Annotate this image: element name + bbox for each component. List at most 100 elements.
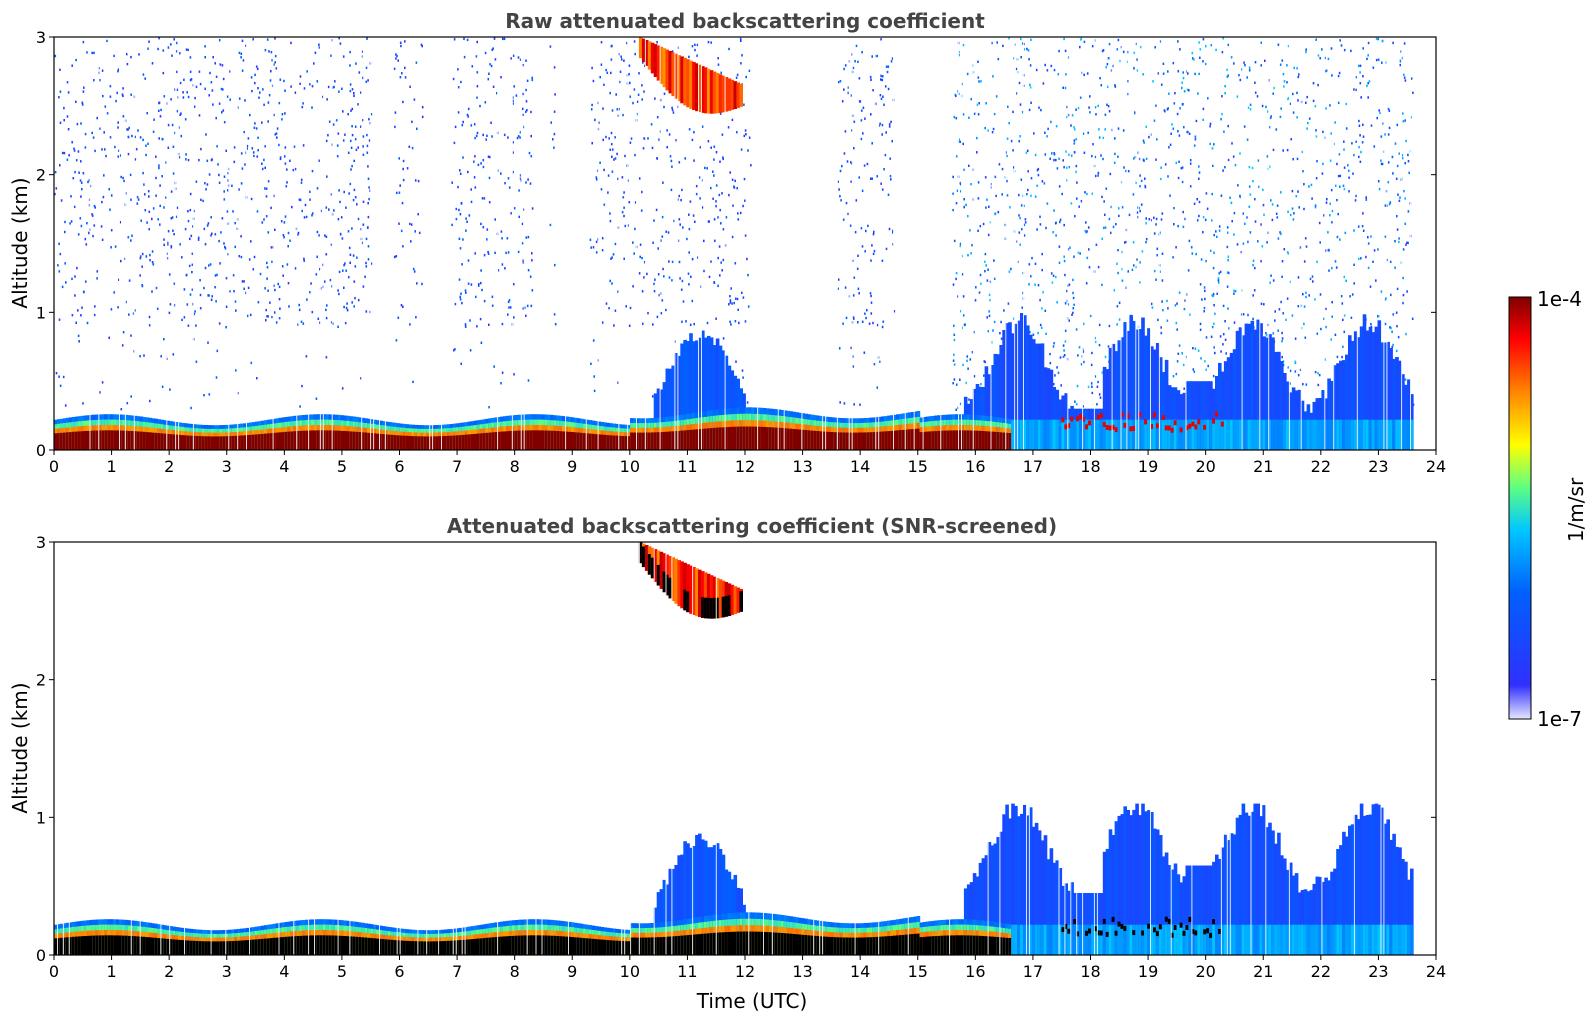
noise-cell xyxy=(1072,278,1074,282)
noise-cell xyxy=(1018,231,1021,234)
noise-cell xyxy=(1330,132,1332,135)
noise-cell xyxy=(654,278,656,281)
surface-cell xyxy=(1049,419,1054,450)
noise-cell xyxy=(182,91,184,94)
missing-data-stripe xyxy=(272,37,274,450)
noise-cell xyxy=(729,295,731,298)
noise-cell xyxy=(75,159,78,162)
noise-cell xyxy=(1145,222,1147,225)
noise-cell xyxy=(283,79,285,83)
noise-cell xyxy=(301,384,303,388)
noise-cell xyxy=(1071,114,1074,117)
noise-cell xyxy=(629,81,631,85)
noise-cell xyxy=(1186,88,1189,91)
noise-cell xyxy=(478,283,480,286)
noise-cell xyxy=(246,144,249,148)
noise-cell xyxy=(1202,60,1204,63)
noise-cell xyxy=(837,278,840,281)
noise-cell xyxy=(1317,372,1319,375)
boundary-layer-cell xyxy=(1043,367,1048,450)
noise-cell xyxy=(736,131,738,134)
noise-cell xyxy=(963,323,966,327)
noise-cell xyxy=(844,130,847,133)
noise-cell xyxy=(995,194,997,198)
noise-cell xyxy=(487,250,489,254)
aerosol-layer-cell xyxy=(961,430,965,450)
aerosol-layer-cell xyxy=(816,431,820,450)
noise-cell xyxy=(1355,88,1357,92)
noise-cell xyxy=(1398,240,1400,244)
noise-cell xyxy=(1378,187,1381,191)
noise-cell xyxy=(462,120,464,124)
noise-cell xyxy=(689,200,692,203)
aerosol-layer-cell xyxy=(845,432,850,450)
noise-cell xyxy=(1336,162,1338,166)
noise-cell xyxy=(691,45,694,48)
noise-cell xyxy=(235,309,237,312)
noise-cell xyxy=(187,158,190,162)
noise-cell xyxy=(193,209,195,213)
noise-cell xyxy=(740,62,742,65)
noise-cell xyxy=(1176,360,1179,363)
noise-cell xyxy=(882,95,884,98)
noise-cell xyxy=(316,255,318,258)
surface-cell xyxy=(1336,419,1340,450)
noise-cell xyxy=(457,185,459,189)
noise-cell xyxy=(620,58,623,61)
noise-cell xyxy=(497,269,500,272)
noise-cell xyxy=(78,171,80,174)
aerosol-layer-cell xyxy=(792,429,797,450)
surface-cell xyxy=(1215,419,1219,450)
noise-cell xyxy=(484,51,487,55)
noise-cell xyxy=(486,228,489,231)
noise-cell xyxy=(1370,322,1372,326)
aerosol-layer-cell xyxy=(316,430,321,450)
noise-cell xyxy=(179,81,182,85)
noise-cell xyxy=(748,136,751,139)
noise-cell xyxy=(622,113,624,117)
noise-cell xyxy=(273,284,275,287)
noise-cell xyxy=(590,108,593,111)
noise-cell xyxy=(343,305,345,309)
aerosol-layer-cell xyxy=(952,430,956,450)
noise-cell xyxy=(658,138,660,141)
noise-cell xyxy=(458,208,460,212)
noise-cell xyxy=(678,218,681,221)
noise-cell xyxy=(251,89,253,93)
noise-cell xyxy=(1073,126,1075,129)
noise-cell xyxy=(482,226,485,229)
noise-cell xyxy=(1272,332,1275,335)
noise-cell xyxy=(1091,385,1093,388)
noise-cell xyxy=(1237,184,1239,187)
noise-cell xyxy=(1000,337,1003,340)
noise-cell xyxy=(1162,72,1165,75)
noise-cell xyxy=(714,239,716,242)
noise-cell xyxy=(487,252,490,255)
noise-cell xyxy=(1177,352,1180,355)
cloud-cell xyxy=(692,61,696,110)
noise-cell xyxy=(1314,370,1317,374)
boundary-layer-cell xyxy=(1132,320,1136,450)
noise-cell xyxy=(524,306,526,309)
noise-cell xyxy=(119,154,121,157)
aerosol-layer-cell xyxy=(228,436,232,450)
surface-cell xyxy=(1085,419,1089,450)
elevated-patch-cell xyxy=(1167,425,1172,431)
noise-cell xyxy=(494,218,496,221)
noise-cell xyxy=(293,145,296,148)
noise-cell xyxy=(1044,153,1047,156)
noise-cell xyxy=(367,79,369,82)
noise-cell xyxy=(628,64,631,67)
noise-cell xyxy=(1196,219,1199,222)
noise-cell xyxy=(81,103,84,106)
noise-cell xyxy=(172,172,175,175)
noise-cell xyxy=(305,215,308,219)
noise-cell xyxy=(623,257,625,260)
noise-cell xyxy=(1224,92,1226,95)
noise-cell xyxy=(366,37,368,40)
noise-cell xyxy=(980,282,982,285)
noise-cell xyxy=(884,153,887,157)
noise-cell xyxy=(1023,48,1026,51)
noise-cell xyxy=(481,288,483,292)
noise-cell xyxy=(1026,47,1028,51)
